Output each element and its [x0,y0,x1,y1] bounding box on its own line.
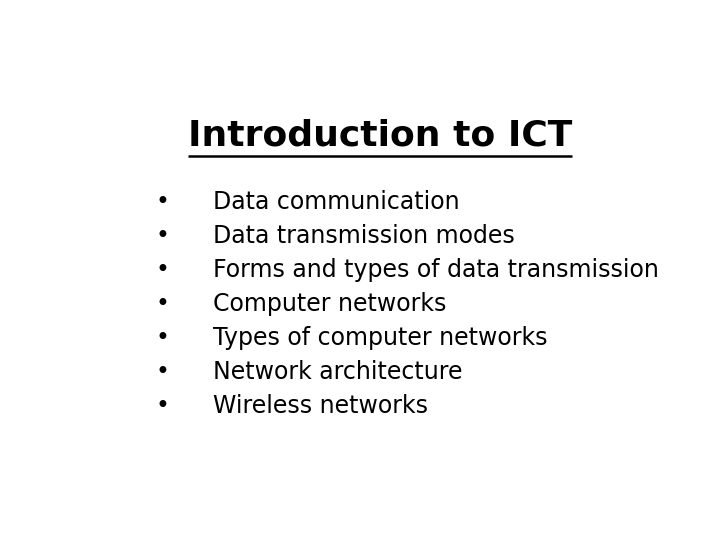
Text: •: • [156,326,169,350]
Text: •: • [156,394,169,418]
Text: •: • [156,190,169,213]
Text: Wireless networks: Wireless networks [213,394,428,418]
Text: •: • [156,360,169,384]
Text: Data communication: Data communication [213,190,459,213]
Text: •: • [156,224,169,248]
Text: Introduction to ICT: Introduction to ICT [188,119,572,153]
Text: •: • [156,258,169,282]
Text: Forms and types of data transmission: Forms and types of data transmission [213,258,659,282]
Text: Network architecture: Network architecture [213,360,462,384]
Text: Computer networks: Computer networks [213,292,446,316]
Text: •: • [156,292,169,316]
Text: Data transmission modes: Data transmission modes [213,224,515,248]
Text: Types of computer networks: Types of computer networks [213,326,547,350]
